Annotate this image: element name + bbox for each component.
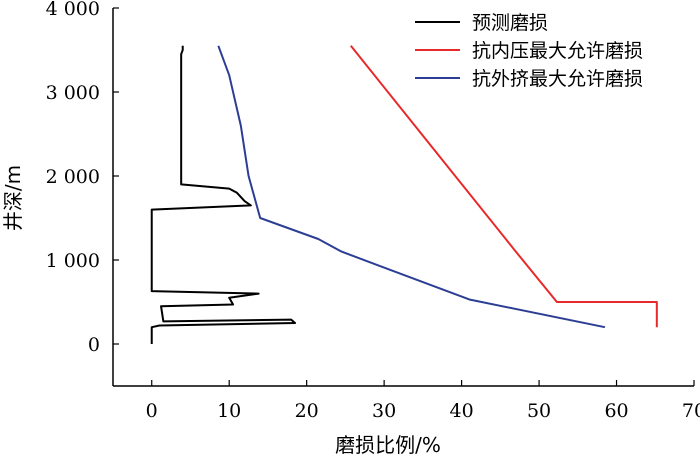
legend-label-2: 抗内压最大允许磨损	[472, 40, 643, 62]
plot-ticks: 0 10 20 30 40 50 60 70 0 1 000 2 000 3 000 4 000	[46, 0, 700, 422]
x-tick-label: 0	[146, 400, 158, 422]
series-line-2	[350, 45, 658, 328]
plot-series	[150, 45, 658, 344]
y-tick-label: 2 000	[46, 166, 100, 188]
y-tick-label: 0	[88, 334, 100, 356]
x-axis-title: 磨损比例/%	[335, 433, 441, 457]
x-tick-label: 30	[372, 400, 396, 422]
x-tick-label: 60	[604, 400, 628, 422]
legend-label-3: 抗外挤最大允许磨损	[472, 68, 643, 90]
x-tick-label: 10	[217, 400, 241, 422]
x-tick-label: 70	[682, 400, 700, 422]
x-tick-label: 40	[450, 400, 474, 422]
x-tick-label: 20	[295, 400, 319, 422]
series-line-3	[217, 45, 606, 329]
y-axis-title: 井深/m	[1, 165, 25, 231]
x-tick-label: 50	[527, 400, 551, 422]
y-tick-label: 1 000	[46, 250, 100, 272]
plot-axes	[112, 8, 694, 387]
legend-label-1: 预测磨损	[472, 12, 548, 34]
series-line-1	[150, 45, 297, 344]
y-tick-label: 4 000	[46, 0, 100, 20]
y-tick-label: 3 000	[46, 82, 100, 104]
